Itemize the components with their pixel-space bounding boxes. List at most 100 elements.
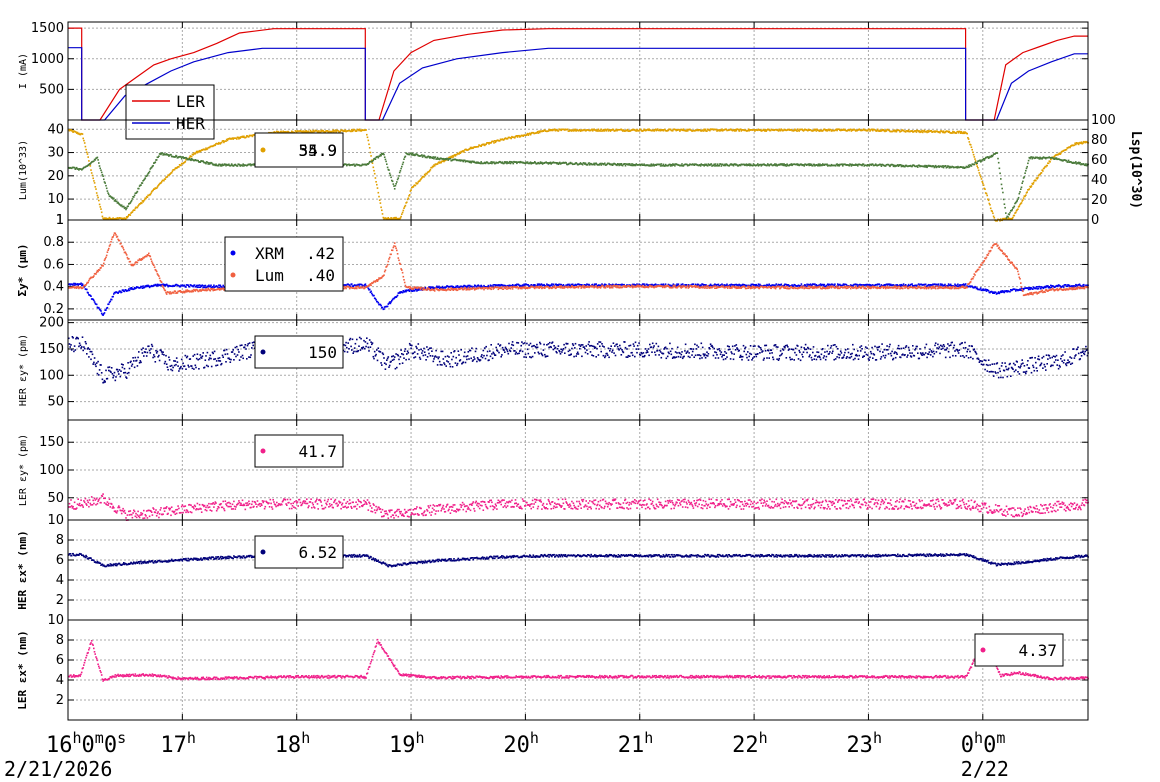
data-point (343, 287, 345, 290)
data-point (493, 142, 495, 144)
data-point (737, 129, 740, 131)
data-point (114, 199, 117, 201)
data-point (190, 291, 193, 293)
data-point (521, 284, 524, 286)
data-point (373, 169, 375, 172)
data-point (699, 165, 702, 167)
data-point (173, 168, 176, 171)
data-point (740, 130, 743, 132)
data-point (621, 130, 624, 132)
data-point (934, 164, 937, 167)
data-point (675, 284, 678, 287)
data-point (696, 284, 698, 286)
data-point (862, 129, 864, 132)
data-point (487, 284, 490, 287)
data-point (661, 164, 664, 167)
data-point (706, 165, 709, 167)
data-point (110, 298, 113, 301)
data-point (393, 245, 395, 247)
data-point (850, 165, 853, 167)
data-point (93, 299, 95, 302)
data-point (692, 283, 695, 285)
data-point (660, 163, 663, 165)
data-point (103, 312, 106, 314)
data-point (466, 286, 468, 289)
data-point (973, 286, 976, 289)
data-point (944, 283, 946, 286)
data-point (829, 164, 831, 167)
data-point (621, 129, 623, 131)
data-point (1026, 191, 1028, 193)
data-point (92, 298, 94, 301)
data-point (415, 288, 417, 291)
data-point (844, 283, 846, 286)
data-point (805, 285, 808, 288)
data-point (586, 164, 588, 166)
data-point (162, 286, 164, 288)
data-point (149, 255, 152, 258)
data-point (379, 303, 382, 306)
data-point (524, 162, 527, 165)
data-point (370, 284, 372, 287)
data-point (539, 162, 541, 165)
data-point (815, 284, 818, 286)
data-point (380, 304, 382, 307)
data-point (537, 284, 540, 286)
data-point (141, 200, 144, 202)
data-point (828, 283, 830, 286)
data-point (534, 161, 536, 163)
data-point (345, 287, 347, 290)
data-point (809, 163, 811, 165)
data-point (732, 284, 735, 286)
data-point (345, 163, 347, 166)
data-point (971, 285, 973, 288)
data-point (608, 162, 610, 165)
data-point (214, 144, 217, 147)
data-point (454, 155, 457, 157)
data-point (530, 284, 532, 286)
data-point (869, 284, 872, 286)
data-point (1074, 162, 1076, 164)
data-point (519, 161, 521, 164)
data-point (222, 140, 224, 142)
data-point (95, 271, 98, 274)
data-point (934, 165, 936, 168)
data-point (630, 164, 633, 167)
data-point (84, 145, 87, 148)
data-point (837, 163, 840, 166)
data-point (415, 182, 417, 184)
data-point (218, 141, 220, 144)
data-point (777, 130, 780, 132)
data-point (343, 130, 346, 132)
data-point (381, 213, 384, 215)
data-point (203, 286, 206, 289)
data-point (124, 251, 127, 253)
data-point (100, 267, 102, 269)
data-point (391, 298, 394, 301)
data-point (423, 173, 426, 176)
data-point (395, 183, 397, 185)
data-point (474, 284, 477, 287)
data-point (129, 202, 132, 204)
data-point (452, 156, 455, 158)
data-point (703, 128, 705, 131)
data-point (74, 282, 77, 285)
data-point (305, 130, 307, 132)
data-point (461, 285, 463, 288)
data-point (108, 216, 111, 219)
data-point (115, 200, 118, 203)
data-point (1039, 173, 1041, 176)
data-point (530, 162, 532, 165)
data-point (281, 131, 284, 134)
data-point (480, 161, 482, 163)
data-point (918, 164, 921, 167)
data-point (218, 288, 220, 290)
data-point (107, 192, 109, 194)
data-point (170, 153, 172, 156)
data-point (494, 284, 496, 286)
data-point (243, 165, 245, 167)
data-point (312, 129, 314, 132)
data-point (362, 285, 365, 288)
data-point (1011, 217, 1013, 220)
data-point (98, 269, 101, 271)
